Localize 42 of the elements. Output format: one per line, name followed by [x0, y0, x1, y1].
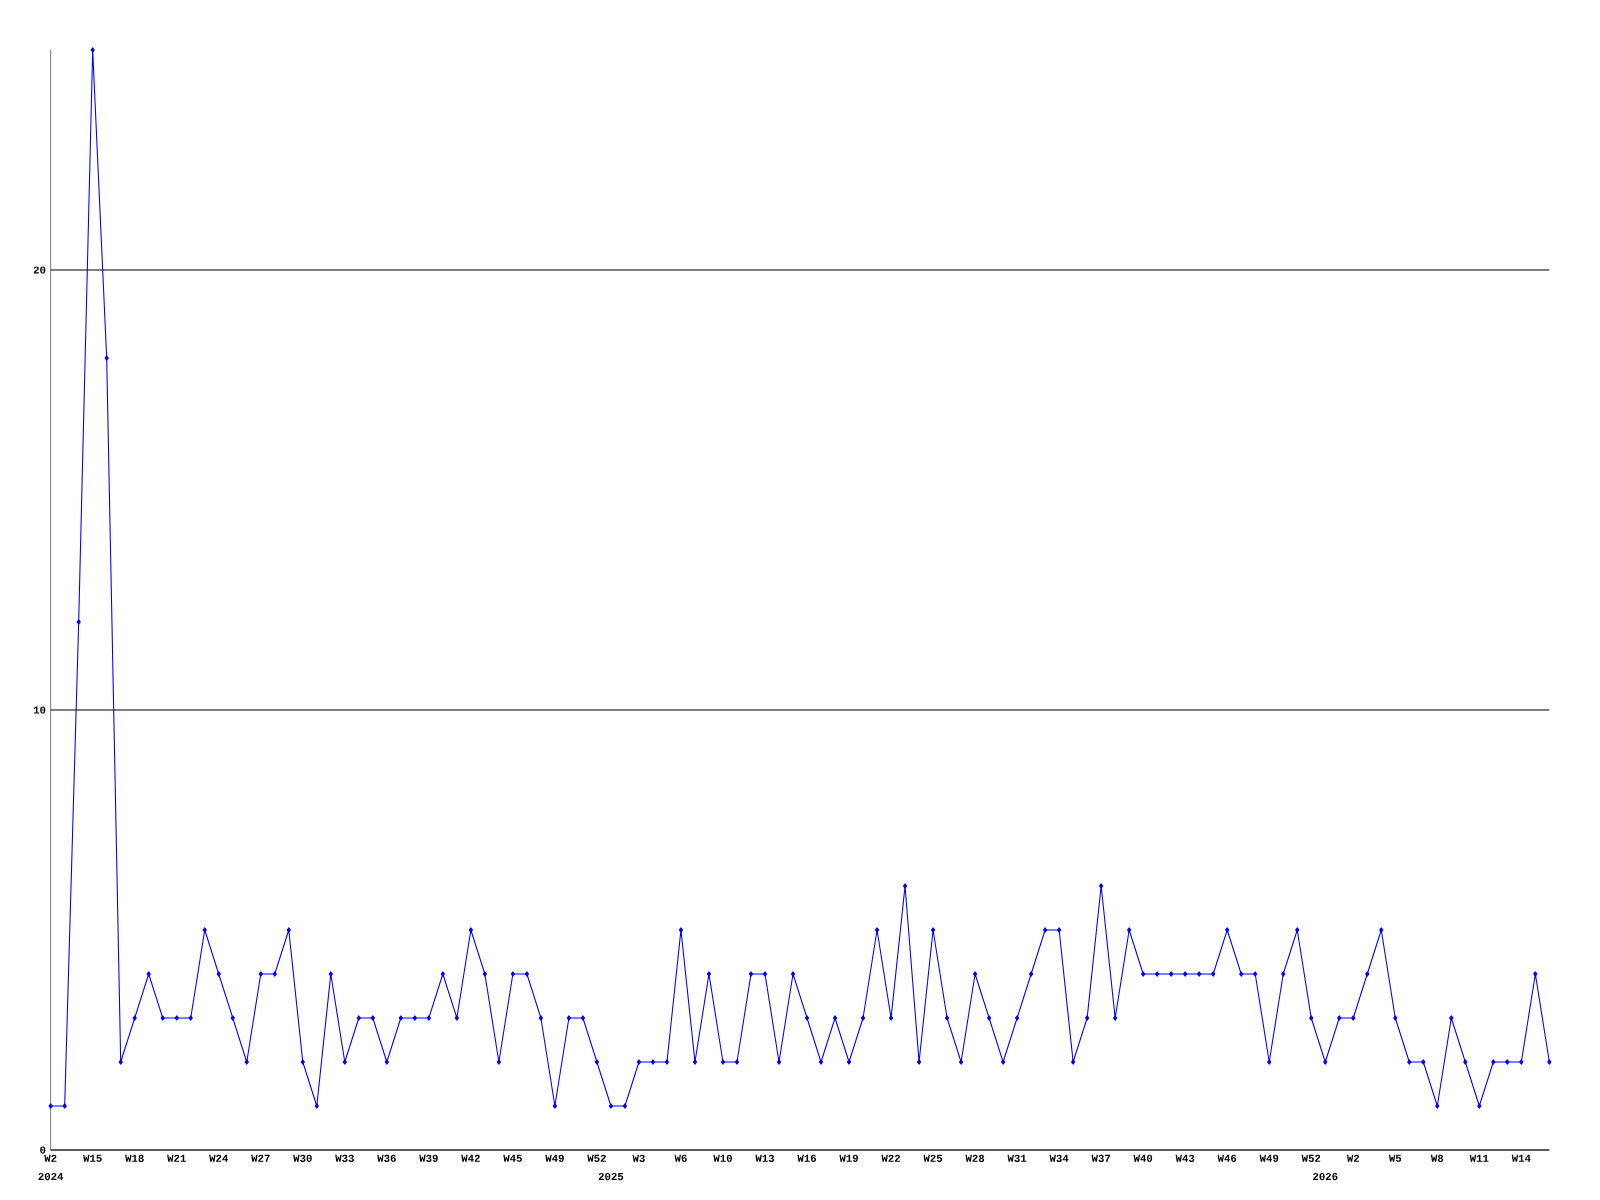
x-tick-label: W22	[881, 1154, 901, 1162]
y-tick-label: 20	[33, 266, 46, 274]
x-tick-label: W5	[1388, 1154, 1402, 1162]
x-tick-label: W43	[1175, 1154, 1195, 1162]
x-tick-label: W40	[1133, 1154, 1153, 1162]
x-tick-label: W28	[965, 1154, 985, 1162]
x-tick-label: W16	[797, 1154, 817, 1162]
text: 2026	[1313, 1172, 1338, 1181]
x-tick-label: W49	[545, 1154, 564, 1162]
x-tick-label: W45	[503, 1154, 522, 1162]
x-tick-label: W34	[1049, 1154, 1069, 1162]
x-tick-label: W8	[1430, 1154, 1444, 1162]
x-tick-label: W10	[713, 1154, 732, 1162]
x-tick-label: W30	[293, 1154, 312, 1162]
x-tick-label: W15	[83, 1154, 102, 1162]
x-tick-label: W37	[1091, 1154, 1111, 1162]
x-tick-label: W49	[1259, 1154, 1279, 1162]
x-tick-label: W14	[1511, 1154, 1531, 1162]
x-tick-label: W6	[674, 1154, 687, 1162]
x-tick-label: W36	[377, 1154, 396, 1162]
x-tick-label: W25	[923, 1154, 943, 1162]
x-tick-label: W19	[839, 1154, 858, 1162]
x-tick-label: W31	[1007, 1154, 1027, 1162]
y-tick-label: 0	[40, 1146, 46, 1154]
x-tick-label: W18	[125, 1154, 144, 1162]
text: 2024	[38, 1172, 64, 1181]
x-tick-label: W39	[419, 1154, 438, 1162]
x-tick-label: W52	[1301, 1154, 1321, 1162]
x-tick-label: W27	[251, 1154, 270, 1162]
y-tick-label: 10	[33, 706, 46, 714]
x-tick-label: W2	[44, 1154, 57, 1162]
text: 2025	[598, 1172, 624, 1181]
x-tick-label: W42	[461, 1154, 480, 1162]
x-tick-label: W52	[587, 1154, 606, 1162]
x-tick-label: W46	[1217, 1154, 1237, 1162]
x-tick-label: W3	[632, 1154, 645, 1162]
x-tick-label: W11	[1469, 1154, 1489, 1162]
x-tick-label: W21	[167, 1154, 186, 1162]
x-tick-label: W33	[335, 1154, 354, 1162]
x-tick-label: W13	[755, 1154, 775, 1162]
x-tick-label: W24	[209, 1154, 229, 1162]
x-tick-label: W2	[1346, 1154, 1360, 1162]
